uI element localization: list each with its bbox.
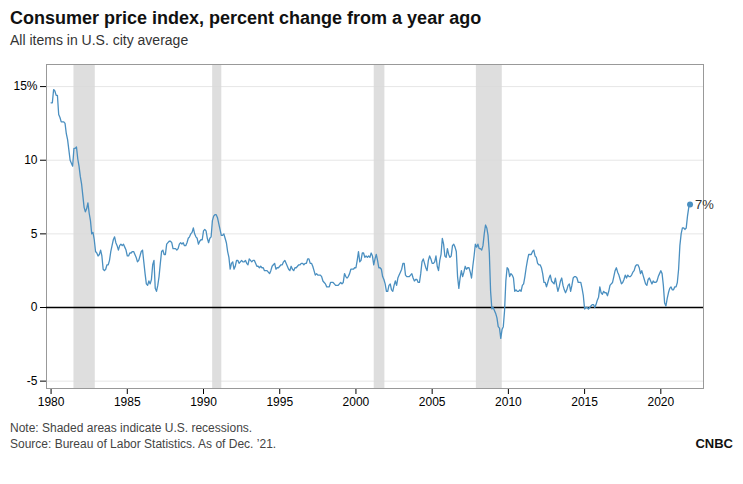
html-text:All items in U.S. city average: All items in U.S. city average: [10, 32, 189, 48]
svg-text:0: 0: [31, 300, 38, 314]
svg-text:1980: 1980: [38, 395, 65, 409]
html-text:Source: Bureau of Labor Statis: Source: Bureau of Labor Statistics. As o…: [10, 437, 277, 451]
svg-text:2010: 2010: [495, 395, 522, 409]
svg-text:10: 10: [24, 153, 38, 167]
svg-text:15%: 15%: [13, 79, 37, 93]
svg-text:-5: -5: [27, 374, 38, 388]
svg-text:1990: 1990: [190, 395, 217, 409]
svg-text:1985: 1985: [114, 395, 141, 409]
svg-text:2000: 2000: [343, 395, 370, 409]
svg-text:1995: 1995: [266, 395, 293, 409]
html-text:Consumer price index, percent: Consumer price index, percent change fro…: [10, 8, 482, 28]
html-text:Note: Shaded areas indicate U.: Note: Shaded areas indicate U.S. recessi…: [10, 421, 253, 435]
html-text:CNBC: CNBC: [695, 436, 733, 451]
svg-text:2020: 2020: [647, 395, 674, 409]
svg-text:2005: 2005: [419, 395, 446, 409]
svg-text:7%: 7%: [695, 197, 714, 212]
svg-text:5: 5: [31, 227, 38, 241]
svg-text:2015: 2015: [571, 395, 598, 409]
